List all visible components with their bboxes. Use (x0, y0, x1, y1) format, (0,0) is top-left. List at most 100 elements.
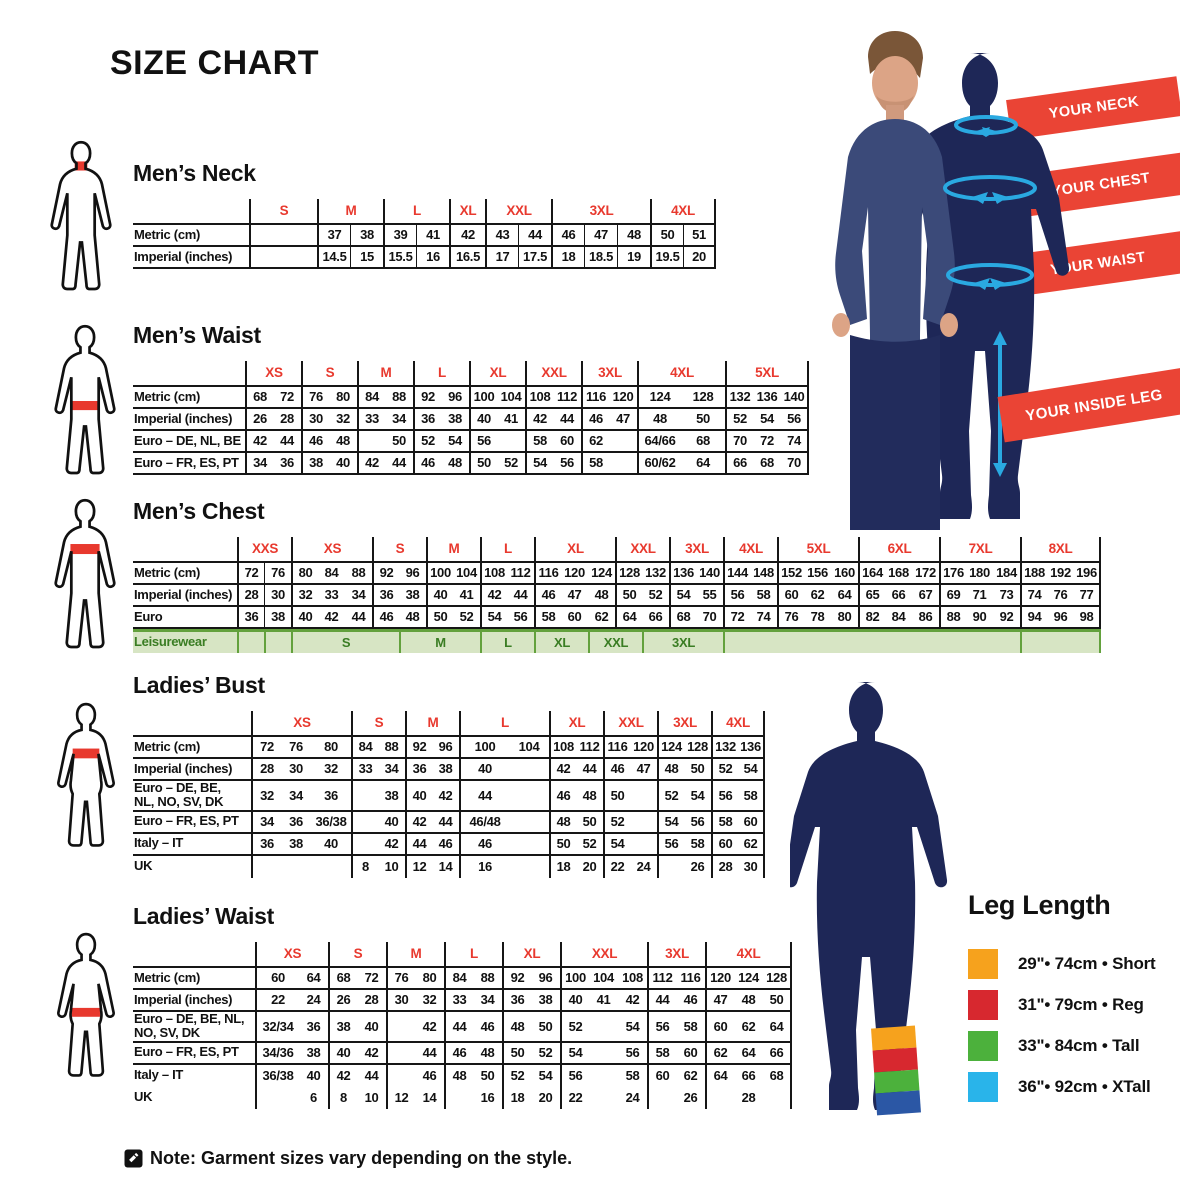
row-label: Euro – FR, ES, PT (133, 1043, 255, 1065)
size-group-header: S (351, 711, 405, 737)
size-cell: 44 (507, 585, 534, 607)
size-cell: 17 (485, 247, 518, 269)
size-cell: 56 (711, 781, 738, 812)
size-cell: 56 (618, 1043, 647, 1065)
size-cell: 64 (734, 1043, 763, 1065)
size-cell: 69 (939, 585, 966, 607)
leg-length-title: Leg Length (968, 890, 1111, 920)
size-cell: 32 (251, 781, 281, 812)
row-label: UK (134, 858, 153, 874)
size-cell: 42 (357, 453, 385, 475)
size-cell: 54 (603, 833, 630, 856)
size-group-header: 3XL (657, 711, 711, 737)
size-cell (1020, 629, 1101, 653)
size-cell: 48 (444, 1064, 473, 1087)
table-row: Euro – FR, ES, PT 34/36 38 40 42 44 46 48 50 52 54… (133, 1042, 792, 1065)
size-cell: 92 (413, 387, 441, 409)
size-cell: 164 (858, 563, 885, 585)
size-header-row: XS S M L XL XXL 3XL 4XL 5XL (133, 361, 809, 387)
table-row: Imperial (inches) 28 30 32 33 34 36 38 40 41 42 44 4… (133, 585, 1101, 607)
size-cell: 112 (507, 563, 534, 585)
measuring-silhouette-graphic (832, 31, 1070, 530)
size-cell (444, 1086, 473, 1109)
size-cell: 96 (399, 563, 426, 585)
size-cell: 64/66 (637, 431, 681, 453)
size-cell (630, 834, 657, 856)
size-cell: 77 (1074, 585, 1101, 607)
size-cell: 72 (357, 968, 386, 990)
size-cell: 67 (912, 585, 939, 607)
size-cell: 20 (683, 247, 716, 269)
size-cell (281, 856, 311, 878)
size-cell: 50 (615, 585, 642, 607)
size-cell: 36/38 (311, 812, 351, 834)
size-cell: 128 (681, 387, 725, 409)
size-cell (351, 833, 378, 856)
size-cell (497, 431, 525, 453)
size-cell: 72 (273, 387, 301, 409)
size-cell: 6 (310, 1089, 317, 1105)
corner-cell (133, 361, 245, 387)
size-cell: 80 (311, 737, 351, 759)
table-row: Imperial (inches) 28 30 32 33 34 36 38 40 42 44 46 4… (133, 759, 765, 781)
size-cell: 96 (531, 968, 560, 990)
size-cell: 44 (273, 431, 301, 453)
size-cell: 62 (581, 431, 609, 453)
size-cell: 52 (725, 409, 753, 431)
size-cell: 42 (328, 1064, 357, 1087)
table-row: Euro 36 38 40 42 44 46 48 50 52 54 56 58 60 62 64 66 68 70… (133, 607, 1101, 629)
size-cell: 47 (630, 759, 657, 781)
size-cell: 18.5 (584, 247, 617, 269)
mens-neck-figure-icon (50, 140, 112, 291)
size-cell: 36/38 (255, 1064, 299, 1087)
size-cell: 16 (459, 855, 509, 878)
size-cell: 92 (502, 968, 531, 990)
size-cell: 38 (281, 834, 311, 856)
size-cell: 58 (750, 585, 777, 607)
size-cell: 33 (357, 409, 385, 431)
size-group-header: L (383, 199, 449, 225)
size-cell: 18 (549, 855, 576, 878)
size-group-header: L (480, 537, 534, 563)
size-cell: 33 (318, 585, 345, 607)
size-cell: 46 (549, 781, 576, 812)
page-title: SIZE CHART (110, 44, 319, 82)
size-cell: 76 (301, 387, 329, 409)
size-cell: 48 (549, 811, 576, 834)
size-group-header: XL (534, 537, 615, 563)
size-cell: 100 (560, 968, 589, 990)
size-cell: 10 (384, 858, 399, 874)
size-cell: 68 (681, 431, 725, 453)
size-cell: 30 (386, 990, 415, 1012)
size-cell: 96 (1047, 607, 1074, 629)
size-cell: 56 (507, 607, 534, 629)
size-cell: 180 (966, 563, 993, 585)
size-cell: 60 (705, 1012, 734, 1043)
size-cell: 72 (723, 607, 750, 629)
size-cell: 88 (939, 607, 966, 629)
size-cell: 54 (684, 781, 711, 812)
section-title: Men’s Chest (133, 498, 265, 524)
size-cell: 46 (444, 1042, 473, 1065)
legend-label: 36"• 92cm • XTall (1018, 1077, 1151, 1096)
size-cell: 54 (560, 1042, 589, 1065)
size-cell: 46 (534, 585, 561, 607)
size-cell: 44 (553, 409, 581, 431)
size-cell: 128 (615, 563, 642, 585)
size-cell: 28 (741, 1089, 756, 1105)
size-group-header: XS (251, 711, 351, 737)
size-cell: 50 (684, 759, 711, 781)
size-cell: 112 (576, 737, 603, 759)
size-cell: 172 (912, 563, 939, 585)
size-cell: 46 (372, 607, 399, 629)
size-cell: 36 (413, 409, 441, 431)
size-cell: 15.5 (383, 247, 416, 269)
size-cell: 50 (549, 833, 576, 856)
size-cell: 41 (453, 585, 480, 607)
size-group-header: XXS (237, 537, 291, 563)
size-group-header: XS (245, 361, 301, 387)
size-cell: 34 (345, 585, 372, 607)
size-cell: 3XL (642, 629, 723, 653)
row-label: Imperial (inches) (133, 759, 251, 781)
size-group-header: L (459, 711, 549, 737)
